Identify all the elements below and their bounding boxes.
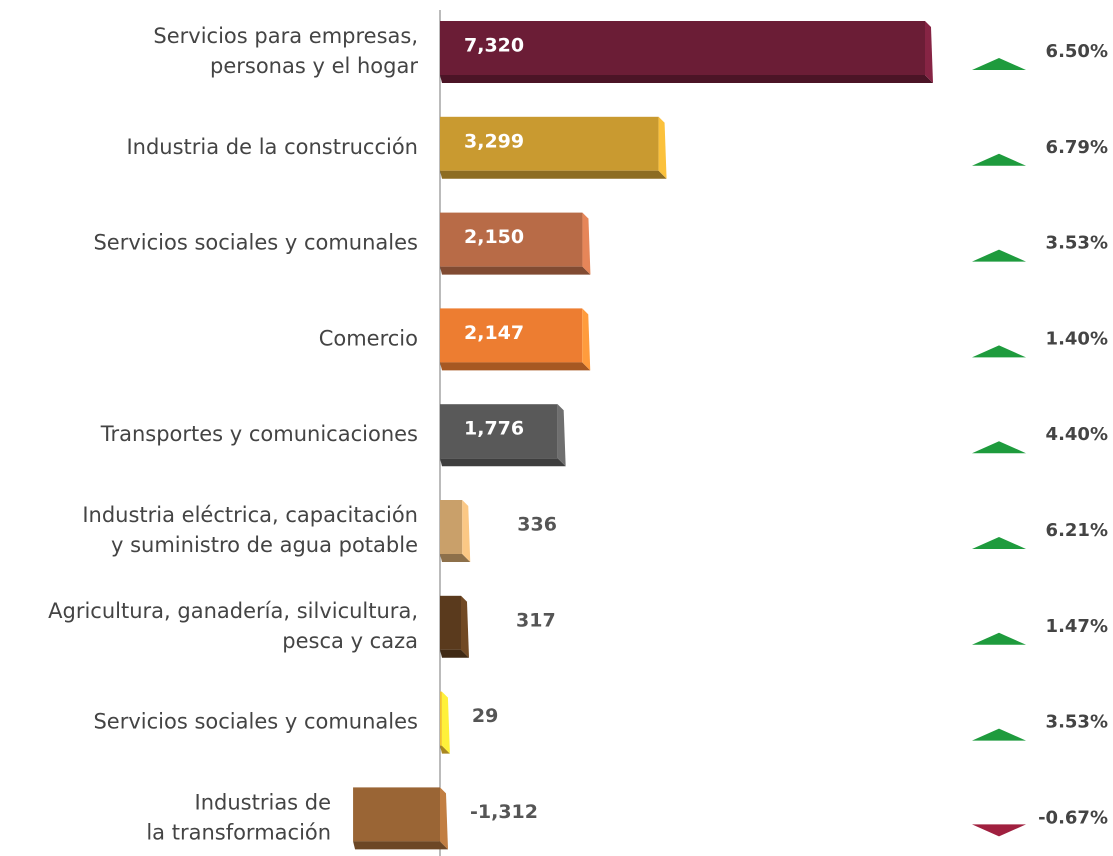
bar-side [925,21,933,83]
change-label: 4.40% [1046,424,1108,445]
value-label: 317 [516,609,556,631]
bar-bottom [353,841,448,850]
bar-side [658,116,667,179]
bar-bottom [440,362,591,371]
bar-face [440,212,583,267]
value-label: 336 [517,514,557,536]
bar-bottom [440,458,566,467]
bar-side [441,691,450,754]
bar-side [440,787,448,850]
bar [353,787,448,850]
category-label: Servicios sociales y comunales [93,231,418,255]
value-label: 1,776 [464,418,524,440]
bar-bottom [440,745,450,754]
bar [440,212,591,275]
bar-side [461,595,470,658]
category-label: Industria de la construcción [126,135,418,159]
change-label: 6.79% [1046,137,1108,158]
category-label: Transportes y comunicaciones [100,422,418,446]
up-arrow [972,153,1026,166]
bar-bottom [440,649,470,658]
value-label: 29 [472,705,498,727]
up-arrow [972,632,1026,645]
change-label: 6.21% [1046,520,1108,541]
category-label: Servicios para empresas, personas y el ho… [153,24,418,78]
bar-face [440,21,925,75]
category-label: Industria eléctrica, capacitación y sumin… [82,503,418,557]
bar-bottom [440,266,591,275]
up-arrow [972,537,1026,549]
up-arrow [972,728,1026,741]
bar-bottom [440,170,667,179]
change-label: -0.67% [1038,807,1108,828]
change-label: 6.50% [1046,41,1108,62]
change-label: 3.53% [1046,233,1108,254]
value-label: -1,312 [470,801,538,823]
bar-face [353,787,440,842]
category-label: Comercio [319,326,418,350]
value-label: 3,299 [464,130,524,152]
bar [440,691,450,754]
value-label: 2,150 [464,226,524,248]
bar [440,21,933,83]
bar-side [557,404,566,467]
bar-face [440,308,583,363]
change-label: 1.40% [1046,328,1108,349]
bar-bottom [440,554,471,562]
up-arrow [972,249,1026,262]
down-arrow [972,824,1026,837]
value-label: 7,320 [464,35,524,57]
bar-side [582,308,591,371]
change-label: 3.53% [1046,712,1108,733]
bar [440,308,591,371]
bar [440,500,471,562]
bar-face [440,116,659,171]
change-label: 1.47% [1046,616,1108,637]
category-label: Agricultura, ganadería, silvicultura, pes… [48,599,418,653]
bar-face [440,500,463,554]
category-label: Industrias de la transformación [146,790,331,844]
bar [440,404,566,467]
value-label: 2,147 [464,322,524,344]
bar [440,116,667,179]
up-arrow [972,58,1026,70]
bar-side [462,500,471,562]
up-arrow [972,441,1026,454]
up-arrow [972,345,1026,358]
bar [440,595,470,658]
bar-bottom [440,75,933,83]
bar-face [440,691,442,746]
bar-face [440,595,462,650]
bar-face [440,404,558,459]
bar-side [582,212,591,275]
category-label: Servicios sociales y comunales [93,710,418,734]
